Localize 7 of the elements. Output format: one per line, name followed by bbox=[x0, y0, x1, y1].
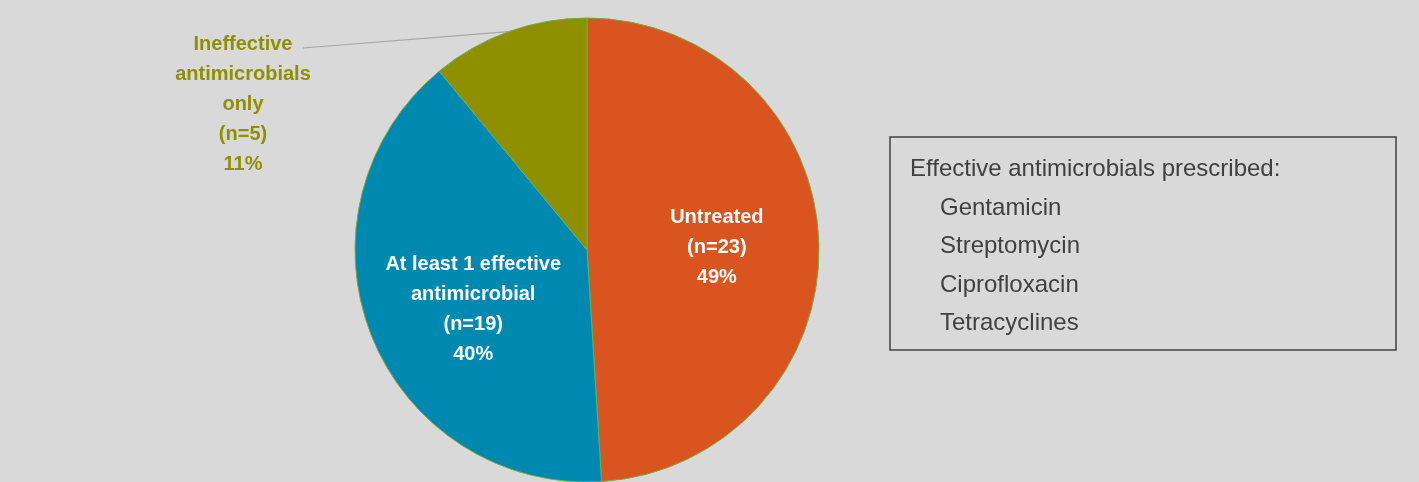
data-label: (n=19) 40% bbox=[443, 311, 503, 364]
data-label: (n=23) 49% bbox=[687, 234, 747, 287]
slice-label: Untreated bbox=[670, 204, 764, 227]
slice-label: At least 1 effective antimicrobial bbox=[385, 251, 562, 304]
slice-label: Ineffective antimicrobials only bbox=[175, 32, 311, 114]
data-label: (n=5) 11% bbox=[218, 122, 268, 174]
text: Effective antimicrobials prescribed: Gentamicin Streptomycin Ciprofloxacin Tetracyclines bbox=[910, 154, 1281, 335]
